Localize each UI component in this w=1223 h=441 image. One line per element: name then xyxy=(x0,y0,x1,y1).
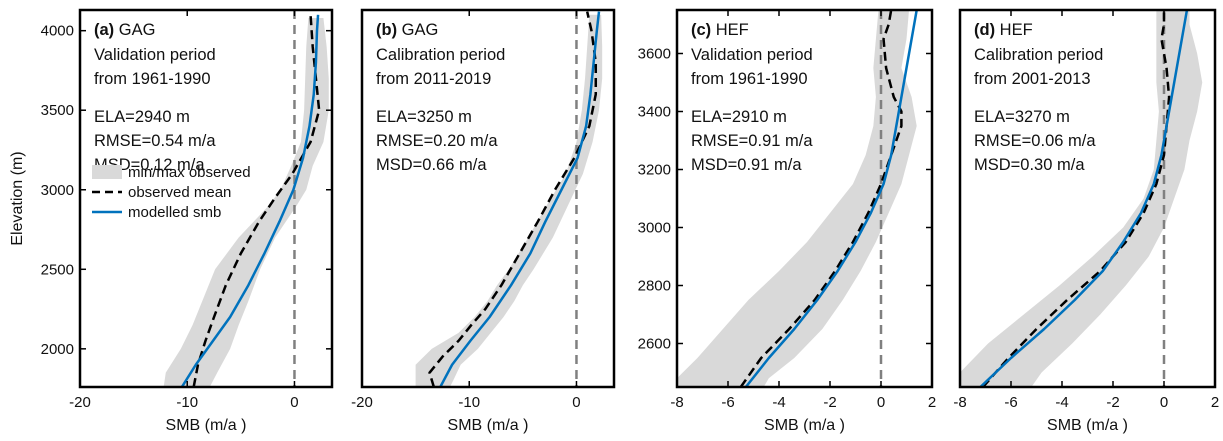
legend-entry: min/max observed xyxy=(128,164,251,181)
legend-entry: observed mean xyxy=(128,184,231,201)
x-tick-label: -2 xyxy=(1106,394,1119,411)
panel-glacier: HEF xyxy=(1000,21,1033,39)
series-0-min-max-band xyxy=(163,17,329,387)
period-line: Calibration period xyxy=(376,46,505,64)
stat-line: RMSE=0.91 m/a xyxy=(691,132,813,150)
x-tick-label: 0 xyxy=(572,394,580,411)
x-tick-label: -20 xyxy=(69,394,91,411)
series-2-modelled-smb-line xyxy=(439,11,601,387)
series-2-modelled-smb-line xyxy=(979,10,1189,387)
y-tick-label: 3000 xyxy=(41,182,74,199)
panel-title: (b) GAG xyxy=(376,21,438,39)
axes-frame xyxy=(958,8,1217,389)
panel-letter: (d) xyxy=(974,21,995,39)
y-tick-label: 2600 xyxy=(638,336,671,353)
legend-swatch-band xyxy=(92,165,122,179)
series-1-observed-mean-line xyxy=(982,10,1171,387)
stat-line: ELA=2940 m xyxy=(94,108,190,126)
x-tick-label: 2 xyxy=(928,394,936,411)
x-tick-label: -20 xyxy=(351,394,373,411)
stat-line: MSD=0.91 m/a xyxy=(691,156,802,174)
y-tick-label: 3000 xyxy=(638,220,671,237)
legend: min/max observed observed mean modelled sm… xyxy=(92,164,251,221)
y-tick-label: 4000 xyxy=(41,23,74,40)
stat-line: RMSE=0.06 m/a xyxy=(974,132,1096,150)
plot-area xyxy=(415,10,603,387)
y-tick-label: 3200 xyxy=(638,162,671,179)
x-tick-label: -8 xyxy=(670,394,683,411)
plot-area xyxy=(163,10,329,387)
x-axis-label: SMB (m/a ) xyxy=(448,417,529,434)
period-line: Validation period xyxy=(94,46,216,64)
panel-2: -20 -10 0 SMB (m/a ) (b) GAG Calibration peri… xyxy=(351,8,616,434)
panel-title: (d) HEF xyxy=(974,21,1033,39)
series-1-observed-mean-line xyxy=(739,10,903,387)
x-tick-label: -6 xyxy=(721,394,734,411)
period-line: Calibration period xyxy=(974,46,1103,64)
panel-1: -20 -10 0 2000 2500 3000 3500 4000 SMB (m/a ) Ele… xyxy=(9,8,334,434)
x-tick-label: 0 xyxy=(1160,394,1168,411)
x-tick-label: 2 xyxy=(1211,394,1219,411)
x-tick-label: -4 xyxy=(772,394,785,411)
axes-frame xyxy=(78,8,334,389)
series-1-observed-mean-line xyxy=(428,11,598,387)
x-tick-label: 0 xyxy=(877,394,885,411)
series-2-modelled-smb-line xyxy=(180,14,320,387)
plot-area xyxy=(677,10,918,387)
x-axis-label: SMB (m/a ) xyxy=(1047,417,1128,434)
panel-4: -8 -6 -4 -2 0 2 SMB (m/a ) (d) HEF Calibration p… xyxy=(953,8,1219,434)
x-axis-label: SMB (m/a ) xyxy=(166,417,247,434)
axes-frame xyxy=(360,8,616,389)
x-tick-label: -4 xyxy=(1055,394,1068,411)
series-0-min-max-band xyxy=(415,14,603,387)
y-tick-label: 3400 xyxy=(638,104,671,121)
period-line: from 1961-1990 xyxy=(94,70,211,88)
series-0-min-max-band xyxy=(677,10,917,387)
y-tick-label: 2500 xyxy=(41,261,74,278)
axes-frame xyxy=(675,8,934,389)
x-tick-label: -2 xyxy=(823,394,836,411)
stat-line: RMSE=0.20 m/a xyxy=(376,132,498,150)
panel-letter: (a) xyxy=(94,21,114,39)
stat-line: ELA=3270 m xyxy=(974,108,1070,126)
stat-line: MSD=0.66 m/a xyxy=(376,156,487,174)
period-line: Validation period xyxy=(691,46,813,64)
panel-letter: (c) xyxy=(691,21,711,39)
y-tick-label: 3500 xyxy=(41,102,74,119)
y-axis-label: Elevation (m) xyxy=(9,151,26,245)
panel-3: -8 -6 -4 -2 0 2 2600 2800 3000 3200 3400 3600 SMB (m… xyxy=(638,8,936,434)
y-tick-label: 2800 xyxy=(638,278,671,295)
period-line: from 2011-2019 xyxy=(376,70,491,88)
period-line: from 2001-2013 xyxy=(974,70,1091,88)
stat-line: ELA=3250 m xyxy=(376,108,472,126)
stat-line: RMSE=0.54 m/a xyxy=(94,132,216,150)
panel-letter: (b) xyxy=(376,21,397,39)
plot-area xyxy=(960,10,1203,387)
x-axis-label: SMB (m/a ) xyxy=(764,417,845,434)
panel-title: (c) HEF xyxy=(691,21,749,39)
x-tick-label: 0 xyxy=(290,394,298,411)
legend-entry: modelled smb xyxy=(128,204,221,221)
x-tick-label: -10 xyxy=(458,394,480,411)
stat-line: ELA=2910 m xyxy=(691,108,787,126)
series-0-min-max-band xyxy=(960,10,1203,387)
panel-glacier: GAG xyxy=(402,21,439,39)
panel-glacier: HEF xyxy=(716,21,749,39)
panel-glacier: GAG xyxy=(119,21,156,39)
stat-line: MSD=0.30 m/a xyxy=(974,156,1085,174)
y-tick-label: 2000 xyxy=(41,341,74,358)
period-line: from 1961-1990 xyxy=(691,70,808,88)
y-tick-label: 3600 xyxy=(638,46,671,63)
x-tick-label: -10 xyxy=(176,394,198,411)
series-2-modelled-smb-line xyxy=(744,10,918,387)
x-tick-label: -6 xyxy=(1004,394,1017,411)
panel-title: (a) GAG xyxy=(94,21,155,39)
x-tick-label: -8 xyxy=(953,394,966,411)
